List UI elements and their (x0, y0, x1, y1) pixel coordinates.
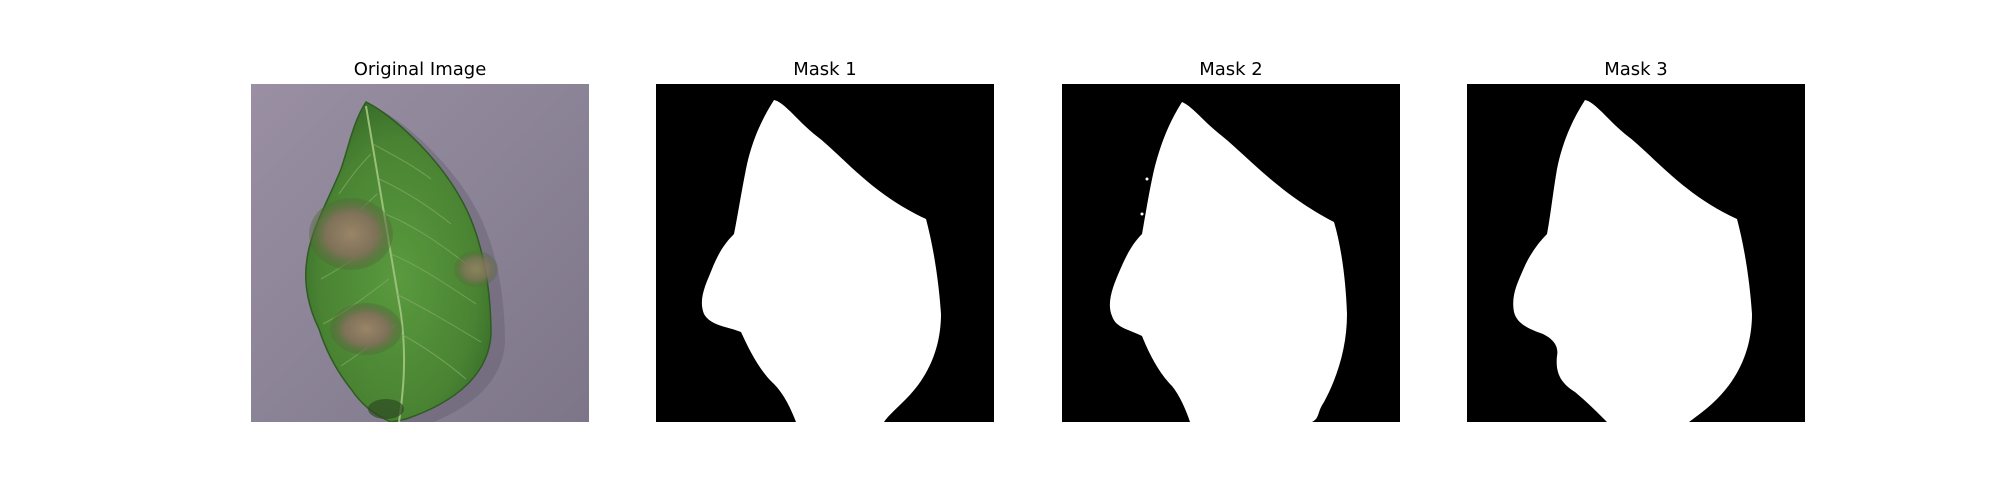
mask-2-speckle (1140, 177, 1204, 416)
lesion-right (454, 251, 498, 287)
panel-title-mask-3: Mask 3 (1604, 59, 1668, 80)
mask-2-foreground (1109, 102, 1347, 422)
mask-3-panel (1467, 84, 1805, 422)
lesion-lower (330, 303, 402, 355)
mask-2-image (1062, 84, 1400, 422)
leaf-photo (251, 84, 589, 422)
panel-title-original-image: Original Image (353, 59, 487, 80)
leaf-tip-shadow (368, 399, 404, 419)
mask-2-panel (1062, 84, 1400, 422)
mask-1-foreground (701, 100, 941, 422)
mask-1-image (656, 84, 994, 422)
mask-1-panel (656, 84, 994, 422)
panel-title-mask-1: Mask 1 (793, 59, 857, 80)
mask-3-foreground (1513, 100, 1752, 422)
leaf-midrib (365, 105, 406, 422)
mask-3-image (1467, 84, 1805, 422)
original-image-panel (251, 84, 589, 422)
panel-title-mask-2: Mask 2 (1199, 59, 1263, 80)
lesion-upper (309, 198, 393, 270)
